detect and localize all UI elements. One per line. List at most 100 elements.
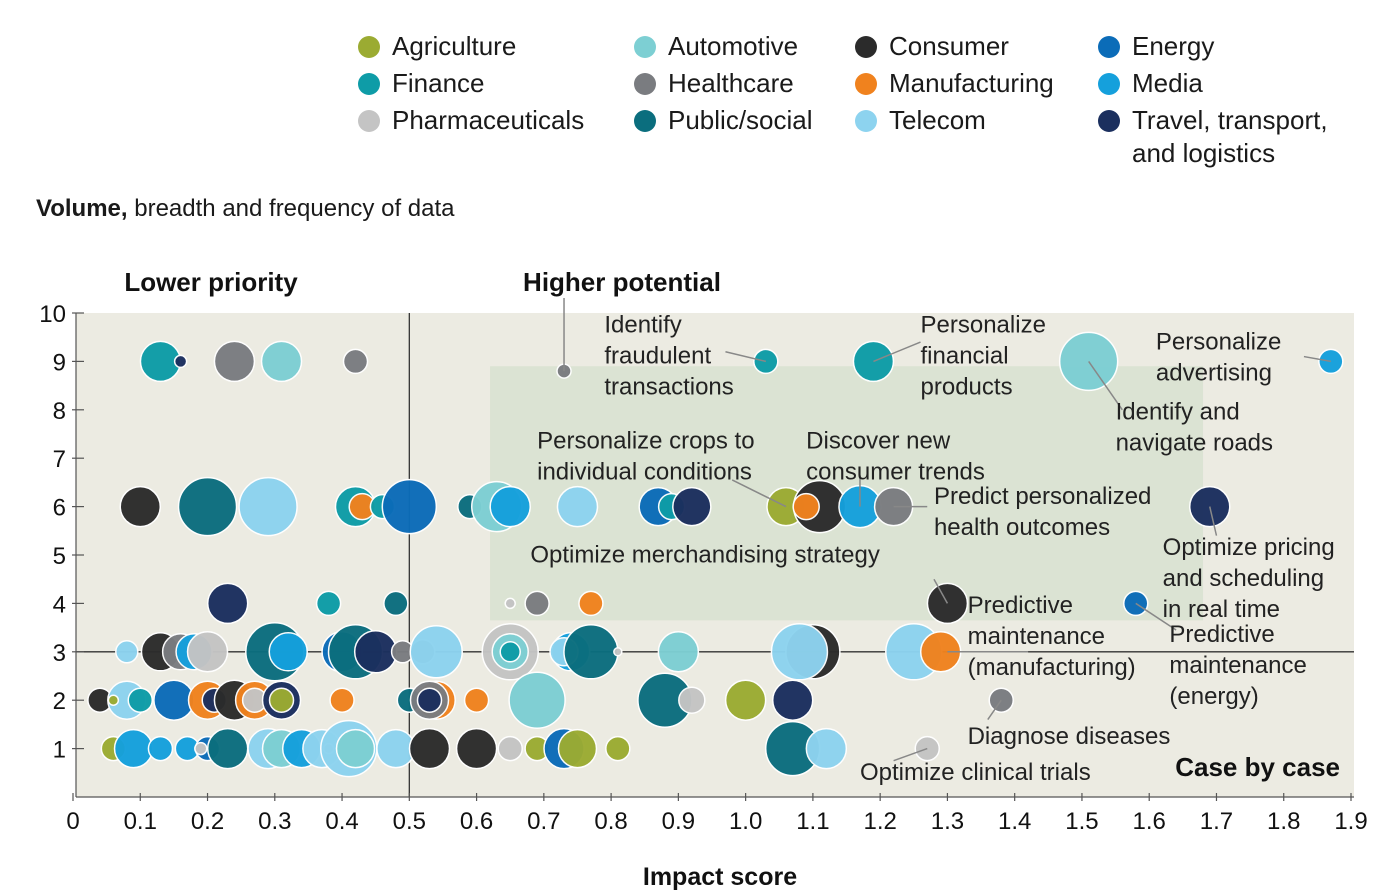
y-tick-label: 2 <box>53 688 66 715</box>
legend-item: Consumer <box>855 30 1009 63</box>
quadrant-label-higher-potential: Higher potential <box>523 267 721 297</box>
y-axis-label-bold: Volume, <box>36 195 128 222</box>
annotation-line: health outcomes <box>934 514 1110 541</box>
bubble-travel-transport-and-logistics <box>672 486 712 527</box>
annotation-label: Personalize crops to individual condition… <box>537 428 754 486</box>
legend-item: Travel, transport, and logistics <box>1098 104 1328 170</box>
annotation-line: Identify and <box>1116 398 1240 425</box>
annotation-line: navigate roads <box>1116 429 1273 456</box>
y-tick-label: 3 <box>53 640 66 667</box>
annotation-leader-line <box>933 578 949 604</box>
bubble-manufacturing <box>578 590 604 617</box>
bubble-telecom <box>770 623 829 681</box>
bubble-agriculture <box>557 728 598 769</box>
x-tick-label: 0.3 <box>258 808 291 835</box>
annotation-line: Predictive <box>1169 621 1274 648</box>
bubble-energy <box>381 478 438 535</box>
annotation-line: (energy) <box>1169 683 1258 710</box>
x-tick-label: 1.2 <box>863 808 896 835</box>
bubble-pharmaceuticals <box>613 647 623 657</box>
bubble-healthcare <box>524 590 550 617</box>
legend-swatch <box>855 110 877 132</box>
annotation-line: (manufacturing) <box>968 654 1136 681</box>
legend-swatch <box>1098 110 1120 132</box>
x-tick-label: 1.6 <box>1133 808 1166 835</box>
bubble-finance <box>127 687 154 713</box>
annotation-label: Predictive maintenance (energy) <box>1169 621 1306 710</box>
annotation-line: Diagnose diseases <box>968 723 1171 750</box>
x-tick-label: 0.2 <box>191 808 224 835</box>
x-tick-label: 1.9 <box>1334 808 1367 835</box>
y-tick-label: 5 <box>53 543 66 570</box>
legend-swatch <box>358 110 380 132</box>
annotation-leader-line <box>1303 355 1331 363</box>
legend-item: Automotive <box>634 30 798 63</box>
x-tick-label: 1.5 <box>1065 808 1098 835</box>
annotation-label: Discover new consumer trends <box>806 428 985 486</box>
x-axis-label: Impact score <box>643 863 797 891</box>
annotation-line: Predict personalized <box>934 483 1151 510</box>
annotation-line: Optimize merchandising strategy <box>530 541 879 568</box>
legend-swatch <box>1098 36 1120 58</box>
x-tick-label: 1.8 <box>1267 808 1300 835</box>
annotation-label: Predict personalized health outcomes <box>934 483 1151 541</box>
bubble-manufacturing <box>329 687 355 713</box>
bubble-consumer <box>119 485 162 528</box>
bubble-finance <box>315 590 342 617</box>
legend-swatch <box>634 73 656 95</box>
y-tick-label: 8 <box>53 398 66 425</box>
annotation-line: Discover new <box>806 428 951 455</box>
bubble-media <box>268 632 308 672</box>
bubble-automotive <box>260 340 303 383</box>
legend-label: Pharmaceuticals <box>392 105 585 135</box>
annotation-line: consumer trends <box>806 459 985 486</box>
bubble-healthcare <box>213 340 256 383</box>
bubble-pharmaceuticals <box>194 741 208 756</box>
x-tick-label: 0 <box>66 808 79 835</box>
x-tick-label: 0.8 <box>594 808 627 835</box>
legend-item: Finance <box>358 67 485 100</box>
bubble-pharmaceuticals <box>497 735 523 762</box>
bubble-telecom <box>238 476 298 537</box>
bubble-agriculture <box>107 694 120 706</box>
bubble-telecom <box>556 485 599 528</box>
x-tick-label: 0.6 <box>460 808 493 835</box>
bubble-consumer <box>455 727 498 770</box>
bubble-public-social <box>177 476 238 537</box>
bubble-travel-transport-and-logistics <box>1188 485 1231 528</box>
x-tick-label: 1.4 <box>998 808 1031 835</box>
annotation-line: Predictive <box>968 592 1073 619</box>
x-tick-label: 1.1 <box>796 808 829 835</box>
annotation-label: Identify fraudulent transactions <box>604 311 733 400</box>
bubble-public-social <box>206 727 249 770</box>
quadrant-label-case-by-case: Case by case <box>1175 752 1340 782</box>
y-tick-label: 9 <box>53 349 66 376</box>
x-tick-label: 0.1 <box>124 808 157 835</box>
legend-label: Media <box>1132 68 1203 98</box>
annotation-leader-line <box>987 699 1002 720</box>
annotation-leader-line <box>1209 506 1218 536</box>
legend-item: Media <box>1098 67 1203 100</box>
annotation-label: Predictive maintenance (manufacturing) <box>968 592 1136 681</box>
legend-label: Telecom <box>889 105 986 135</box>
x-tick-label: 0.5 <box>393 808 426 835</box>
y-axis-label: Volume, breadth and frequency of data <box>36 195 454 223</box>
bubble-travel-transport-and-logistics <box>771 679 814 721</box>
legend-swatch <box>855 36 877 58</box>
legend-swatch <box>358 73 380 95</box>
legend-item: Healthcare <box>634 67 794 100</box>
annotation-line: individual conditions <box>537 459 752 486</box>
annotation-leader-line <box>1135 602 1177 631</box>
annotation-leader-line <box>731 479 787 508</box>
annotation-line: products <box>921 373 1013 400</box>
bubble-travel-transport-and-logistics <box>173 354 188 369</box>
bubble-agriculture <box>724 679 767 721</box>
legend-swatch <box>855 73 877 95</box>
x-tick-label: 0.4 <box>325 808 358 835</box>
annotation-line: and scheduling <box>1163 565 1324 592</box>
bubble-media <box>489 485 531 528</box>
bubble-manufacturing <box>463 687 490 713</box>
bubble-automotive <box>335 728 376 769</box>
bubble-pharmaceuticals <box>186 631 229 673</box>
annotation-line: maintenance <box>968 623 1105 650</box>
